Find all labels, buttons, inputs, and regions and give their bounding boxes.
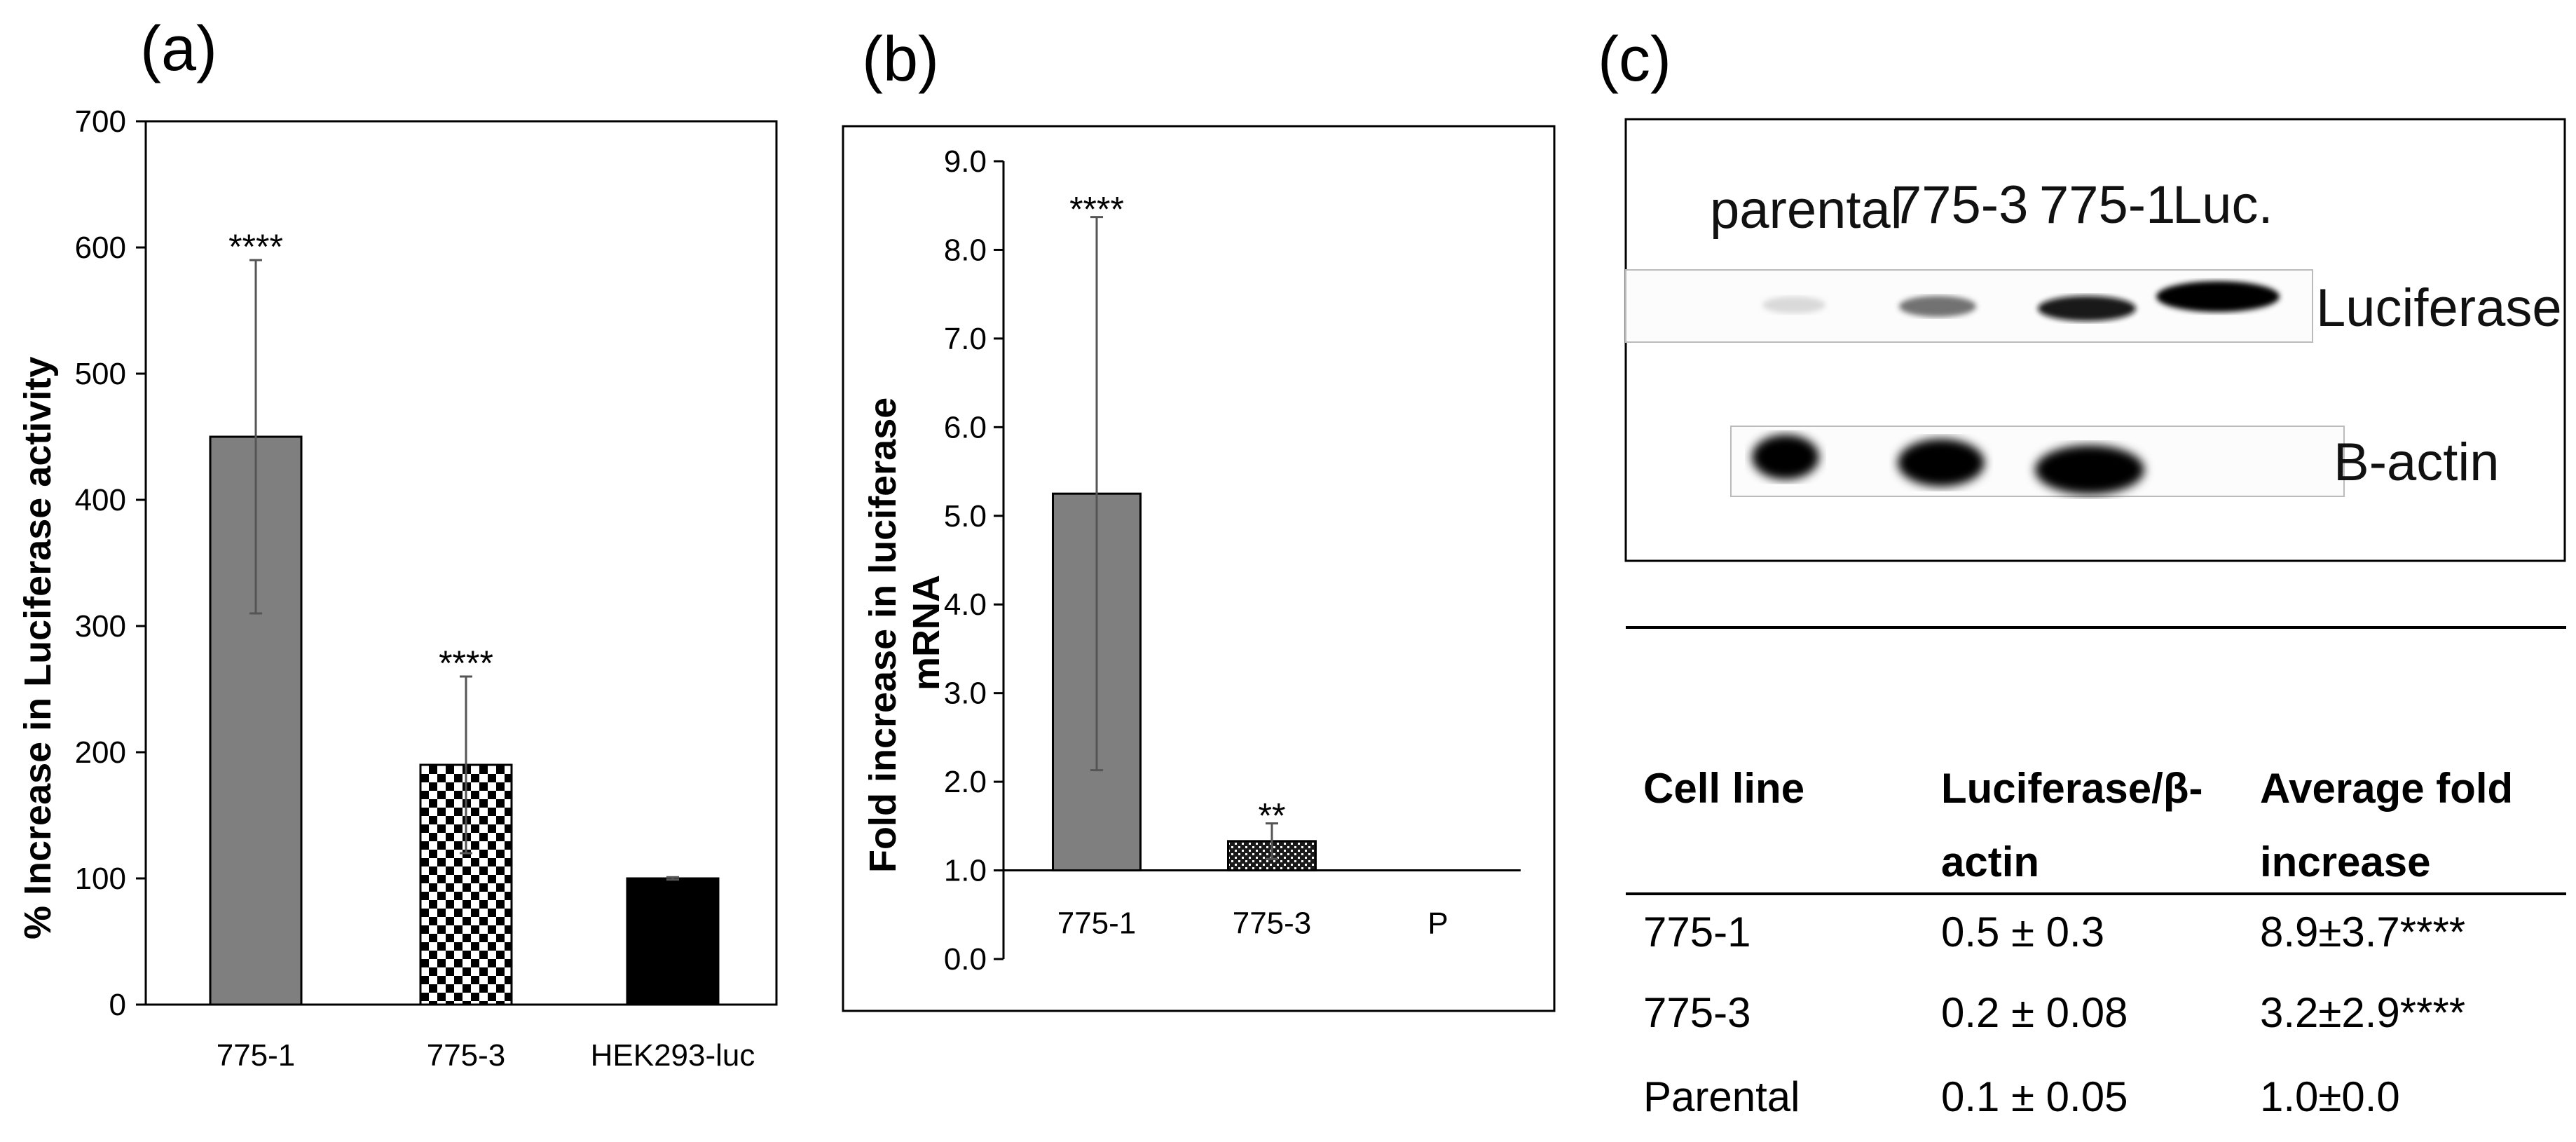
header-cell-line: Cell line (1643, 765, 1804, 812)
chart-b-category-label: 775-3 (1233, 906, 1312, 941)
chart-b-category-label: P (1427, 906, 1448, 941)
band-actin-775-1 (2035, 445, 2144, 494)
band-luciferase-parental (1762, 297, 1825, 313)
chart-b-tick-label: 4.0 (944, 587, 987, 622)
band-luciferase-775-1 (2038, 296, 2136, 321)
chart-b-tick-label: 8.0 (944, 233, 987, 267)
header-ratio-line1: Luciferase/β- (1941, 765, 2202, 812)
chart-b-y-axis-label-line2: mRNA (905, 575, 947, 691)
chart-b-tick-label: 3.0 (944, 677, 987, 711)
chart-b-tick-label: 5.0 (944, 499, 987, 533)
lane-label-luc: Luc. (2172, 175, 2273, 235)
chart-a-y-ticks: 0 100 200 300 400 500 600 700 (75, 104, 146, 1022)
chart-b-bars: ****** (1003, 190, 1521, 872)
chart-b-significance: ** (1259, 796, 1286, 836)
chart-a-tick-label: 400 (75, 483, 126, 517)
chart-a-bar-775-1 (209, 435, 303, 1006)
row-label-luciferase: Luciferase (2316, 278, 2562, 338)
band-actin-775-3 (1898, 439, 1985, 487)
table-cell: Parental (1643, 1073, 1800, 1120)
band-luciferase-775-3 (1899, 296, 1976, 317)
table-cell: 1.0±0.0 (2260, 1073, 2400, 1120)
band-luciferase-luc (2156, 281, 2280, 312)
table-cell: 0.5 ± 0.3 (1941, 909, 2104, 956)
panel-label-c: (c) (1598, 25, 1671, 95)
chart-a-tick-label: 700 (75, 104, 126, 139)
chart-b-tick-label: 6.0 (944, 410, 987, 444)
chart-a-tick-label: 100 (75, 862, 126, 896)
chart-a-category-label: HEK293-luc (591, 1038, 755, 1073)
chart-a-tick-label: 0 (109, 988, 126, 1022)
chart-b: Fold increase in luciferase mRNA 0.0 1.0 2… (842, 125, 1556, 1012)
table-cell: 3.2±2.9**** (2260, 989, 2465, 1036)
table-cell: 0.2 ± 0.08 (1941, 989, 2128, 1036)
western-blot: parental 775-3 775-1 Luc. Luciferase B-a… (1624, 118, 2566, 562)
table-body: 775-1 0.5 ± 0.3 8.9±3.7**** 775-3 0.2 ± 0.08… (1643, 909, 2465, 1120)
chart-a: % Increase in Luciferase activity 0 100 20… (17, 104, 778, 1073)
chart-a-tick-label: 300 (75, 609, 126, 644)
panel-label-a: (a) (140, 14, 217, 84)
chart-a-significance: **** (228, 227, 283, 266)
chart-a-tick-label: 500 (75, 357, 126, 391)
chart-b-tick-label: 9.0 (944, 144, 987, 179)
band-actin-parental (1752, 435, 1819, 480)
chart-b-tick-label: 7.0 (944, 322, 987, 356)
chart-a-tick-label: 200 (75, 735, 126, 770)
lane-label-parental: parental (1710, 180, 1903, 240)
chart-b-categories: 775-1 775-3 P (1057, 906, 1448, 941)
chart-a-significance: **** (439, 644, 493, 683)
table-cell: 775-3 (1643, 989, 1751, 1036)
header-fold-line1: Average fold (2260, 765, 2513, 812)
chart-b-significance: **** (1069, 190, 1124, 229)
row-label-b-actin: B-actin (2334, 433, 2500, 492)
table-cell: 775-1 (1643, 909, 1751, 956)
chart-b-tick-label: 1.0 (944, 854, 987, 888)
chart-a-category-label: 775-3 (427, 1038, 506, 1073)
panel-label-b: (b) (862, 25, 939, 95)
chart-b-y-axis-label-line1: Fold increase in luciferase (862, 397, 904, 873)
chart-b-y-ticks: 0.0 1.0 2.0 3.0 4.0 5.0 6.0 7.0 8.0 9.0 (944, 144, 1003, 977)
chart-a-y-axis-label: % Increase in Luciferase activity (17, 357, 59, 939)
table-cell: 0.1 ± 0.05 (1941, 1073, 2128, 1120)
chart-b-tick-label: 0.0 (944, 942, 987, 977)
b-actin-strip (1730, 426, 2345, 497)
lane-label-775-3: 775-3 (1892, 175, 2028, 235)
chart-a-bars: **** **** (209, 227, 720, 1006)
chart-a-category-label: 775-1 (217, 1038, 296, 1073)
header-fold-line2: increase (2260, 838, 2431, 885)
chart-b-tick-label: 2.0 (944, 765, 987, 799)
table-cell: 8.9±3.7**** (2260, 909, 2465, 956)
chart-b-frame (842, 125, 1556, 1012)
header-ratio-line2: actin (1941, 838, 2039, 885)
lane-label-775-1: 775-1 (2039, 175, 2175, 235)
summary-table: Cell line Luciferase/β- actin Average fo… (1626, 626, 2566, 1120)
chart-a-bar-HEK293-luc (626, 877, 720, 1006)
chart-a-categories: 775-1 775-3 HEK293-luc (217, 1038, 755, 1073)
chart-a-tick-label: 600 (75, 231, 126, 265)
chart-b-category-label: 775-1 (1057, 906, 1137, 941)
